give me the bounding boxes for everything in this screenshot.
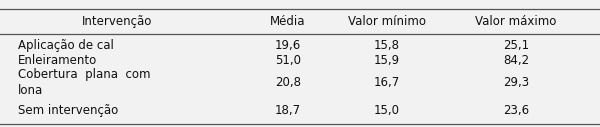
Text: 20,8: 20,8 [275, 76, 301, 89]
Text: 51,0: 51,0 [275, 54, 301, 67]
Text: 16,7: 16,7 [374, 76, 400, 89]
Text: 15,9: 15,9 [374, 54, 400, 67]
Text: 15,0: 15,0 [374, 104, 400, 117]
Text: Intervenção: Intervenção [82, 15, 152, 28]
Text: Sem intervenção: Sem intervenção [18, 104, 118, 117]
Text: 23,6: 23,6 [503, 104, 529, 117]
Text: Média: Média [270, 15, 306, 28]
Text: 15,8: 15,8 [374, 39, 400, 52]
Text: 29,3: 29,3 [503, 76, 529, 89]
Text: Cobertura  plana  com
lona: Cobertura plana com lona [18, 68, 151, 97]
Text: Aplicação de cal: Aplicação de cal [18, 39, 114, 52]
Text: 19,6: 19,6 [275, 39, 301, 52]
Text: 84,2: 84,2 [503, 54, 529, 67]
Text: Valor máximo: Valor máximo [475, 15, 557, 28]
Text: 18,7: 18,7 [275, 104, 301, 117]
Text: Valor mínimo: Valor mínimo [348, 15, 426, 28]
Text: Enleiramento: Enleiramento [18, 54, 97, 67]
Text: 25,1: 25,1 [503, 39, 529, 52]
